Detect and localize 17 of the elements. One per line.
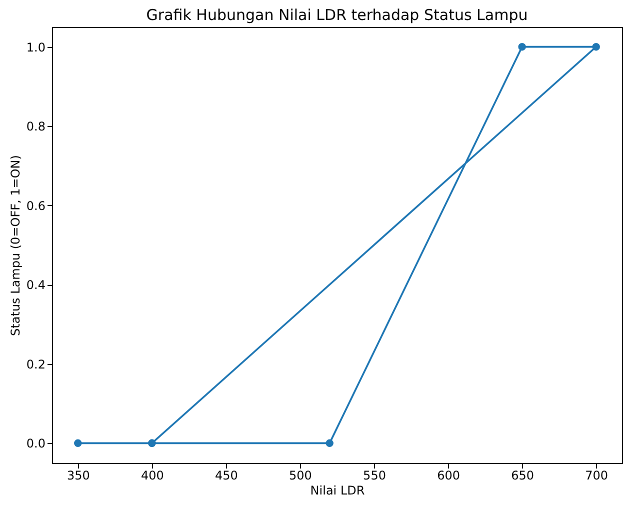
x-tick-label: 400	[140, 468, 164, 482]
x-tick-label: 350	[66, 468, 90, 482]
x-tick-label: 600	[437, 468, 460, 482]
y-tick-label: 0.8	[26, 120, 46, 134]
chart-title: Grafik Hubungan Nilai LDR terhadap Status Lampu	[146, 6, 528, 24]
x-tick-label: 450	[215, 468, 238, 482]
y-tick-label: 0.2	[26, 357, 46, 372]
y-tick-label: 1.0	[26, 40, 46, 54]
y-tick-label: 0.4	[26, 278, 46, 292]
y-axis-title: Status Lampu (0=OFF, 1=ON)	[8, 155, 22, 336]
y-tick-label: 0.6	[26, 198, 46, 213]
x-tick-label: 700	[585, 468, 608, 482]
x-tick-label: 650	[511, 468, 534, 482]
x-axis-title: Nilai LDR	[310, 484, 365, 498]
y-tick-label: 0.0	[26, 436, 46, 451]
x-tick-label: 500	[289, 468, 312, 482]
x-tick-label: 550	[363, 468, 386, 482]
